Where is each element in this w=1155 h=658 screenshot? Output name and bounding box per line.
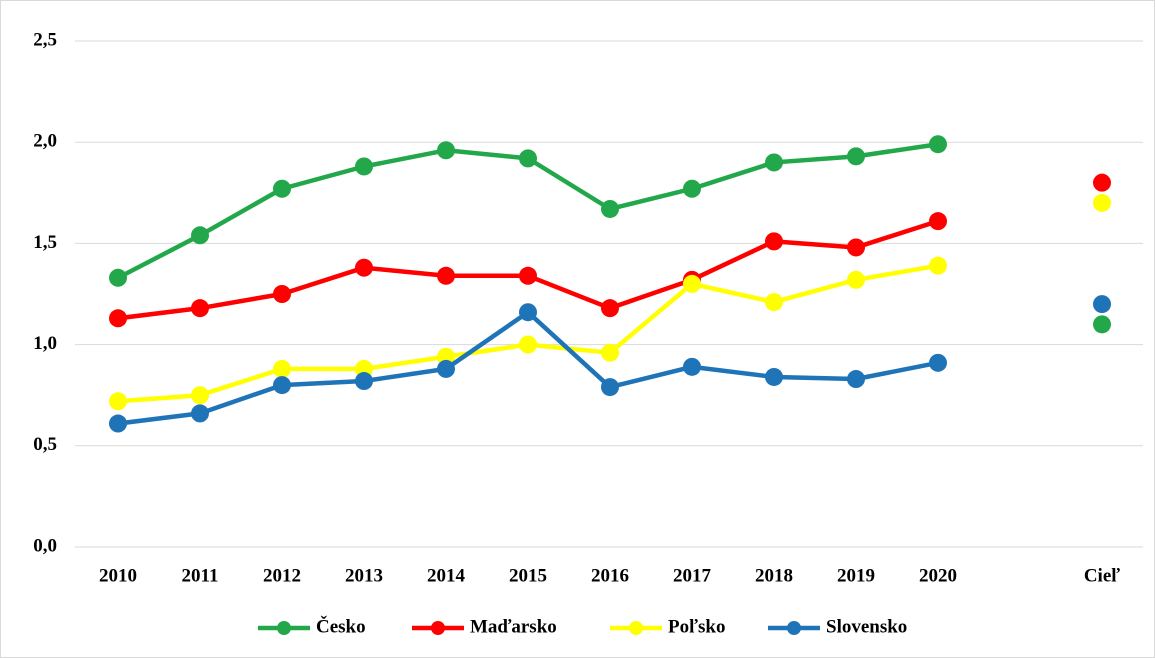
legend-marker [277,621,291,635]
x-tick-label: 2014 [427,565,466,586]
data-point [109,414,127,433]
data-point [929,212,947,231]
data-point [683,274,701,293]
data-point [355,372,373,391]
y-tick-label: 1,0 [33,333,57,354]
data-point [273,285,291,303]
data-point [847,370,865,389]
data-point [519,149,537,168]
data-point [765,367,783,386]
data-point [847,270,865,289]
data-point [929,135,947,154]
x-tick-label: 2018 [755,565,793,586]
data-point [601,199,619,218]
data-point [929,353,947,372]
data-point [847,147,865,166]
data-point [437,359,455,378]
data-point [273,359,291,378]
y-tick-label: 0,0 [33,535,57,556]
data-point [109,392,127,411]
x-tick-label: Cieľ [1084,565,1120,586]
x-tick-label: 2017 [673,565,712,586]
legend-marker [431,621,445,635]
x-tick-label: 2020 [919,565,957,586]
data-point [519,303,537,322]
data-point [847,238,865,257]
x-tick-label: 2011 [182,565,219,586]
data-point [437,266,455,285]
legend-marker [629,621,643,635]
legend-label: Slovensko [826,616,907,637]
data-point [109,268,127,287]
data-point [191,404,209,423]
data-point [929,256,947,275]
x-tick-label: 2010 [99,565,137,586]
y-tick-label: 2,0 [33,131,57,152]
data-point [1093,315,1111,334]
data-point [519,335,537,354]
y-tick-label: 2,5 [33,29,57,50]
data-point [1093,193,1111,212]
data-point [191,386,209,405]
data-point [355,157,373,176]
data-point [765,232,783,251]
data-point [683,357,701,376]
data-point [601,378,619,397]
x-tick-label: 2013 [345,565,383,586]
data-point [355,258,373,277]
legend-marker [787,621,801,635]
data-point [601,343,619,362]
data-point [683,179,701,198]
data-point [765,293,783,312]
y-tick-label: 1,5 [33,232,57,253]
y-tick-label: 0,5 [33,434,57,455]
x-tick-label: 2019 [837,565,875,586]
data-point [437,141,455,160]
x-tick-label: 2012 [263,565,301,586]
data-point [191,299,209,318]
legend-label: Poľsko [668,616,725,637]
data-point [191,226,209,245]
x-tick-label: 2016 [591,565,629,586]
data-point [601,299,619,318]
data-point [1093,173,1111,192]
legend-label: Česko [316,615,366,637]
data-point [1093,295,1111,314]
data-point [519,266,537,285]
data-point [765,153,783,172]
x-tick-label: 2015 [509,565,547,586]
legend-label: Maďarsko [470,616,557,637]
data-point [273,376,291,395]
data-point [109,309,127,328]
data-point [273,179,291,198]
